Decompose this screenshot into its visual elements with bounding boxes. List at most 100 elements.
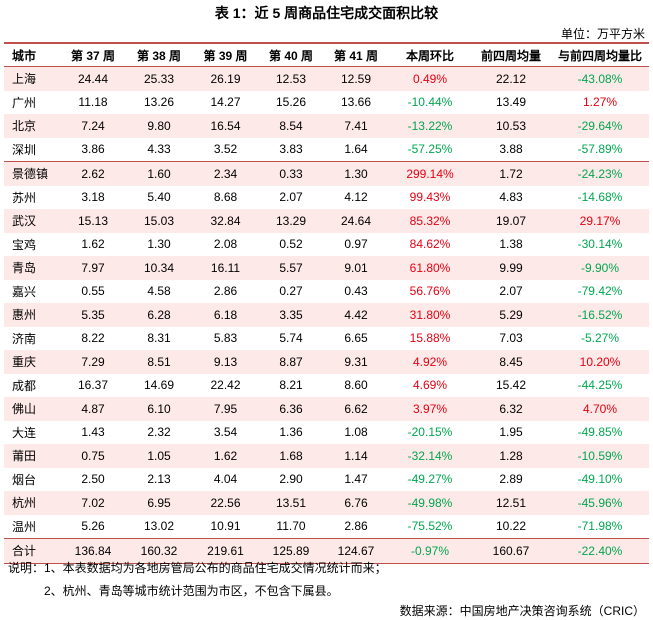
value-cell: -44.25% [577,378,623,393]
value-cell: 2.62 [60,161,126,186]
value-cell: 16.37 [77,378,109,393]
value-cell: 22.42 [210,378,241,393]
table-row: 深圳 3.86 4.33 3.52 3.83 1.64 -57.25% 3.88 -57.89% [4,137,649,162]
header-cell: 第 39 周 [192,42,259,67]
table-row: 苏州 3.18 5.40 8.68 2.07 4.12 99.43% 4.83 -14.68% [4,186,649,210]
value-cell: 12.53 [259,66,323,91]
value-cell: 6.65 [344,331,368,346]
value-cell: 8.31 [147,331,171,346]
city-cell: 武汉 [4,209,60,233]
value-cell: 7.41 [323,114,389,138]
value-cell: -49.10% [577,472,623,487]
value-cell: -71.98% [551,514,649,539]
city-cell: 佛山 [4,397,60,421]
value-cell: 10.22 [471,514,551,539]
value-cell: -30.14% [577,237,623,252]
table-row: 杭州 7.02 6.95 22.56 13.51 6.76 -49.98% 12.51 -45.… [4,491,649,515]
value-cell: 9.99 [471,256,551,280]
table-row: 合计 136.84 160.32 219.61 125.89 124.67 -0.97% 16… [4,538,649,564]
city-cell: 重庆 [4,350,60,374]
value-cell: 9.80 [126,114,192,138]
table-row: 上海 24.44 25.33 26.19 12.53 12.59 0.49% 22.12 -43… [4,66,649,91]
table-row: 武汉 15.13 15.03 32.84 13.29 24.64 85.32% 19.07 29… [4,209,649,233]
value-cell: 19.07 [471,209,551,233]
value-cell: 14.69 [143,378,175,393]
value-cell: 9.01 [323,256,389,280]
header-cell: 第 37 周 [60,42,126,67]
value-cell: 11.18 [78,95,108,110]
value-cell: 4.69% [412,378,448,393]
value-cell: 1.68 [259,444,323,468]
table-body: 上海 24.44 25.33 26.19 12.53 12.59 0.49% 22.12 -43… [4,66,649,564]
note: 2、杭州、青岛等城市统计范围为市区，不包含下属县。 [44,584,339,598]
value-cell: 29.17% [551,209,649,233]
value-cell: 2.50 [81,472,105,487]
value-cell: -0.97% [389,538,471,564]
header-cell: 第 38 周 [126,42,192,67]
value-cell: 2.13 [147,472,171,487]
table-row: 惠州 5.35 6.28 6.18 3.35 4.42 31.80% 5.29 -16.52% [4,303,649,327]
value-cell: 7.29 [60,350,126,374]
header-cell: 第 41 周 [323,42,389,67]
value-cell: 4.83 [499,190,523,205]
table-row: 宝鸡 1.62 1.30 2.08 0.52 0.97 84.62% 1.38 -30.14% [4,233,649,257]
city-cell: 济南 [12,331,37,346]
value-cell: 2.86 [323,514,389,539]
value-cell: -14.68% [577,190,623,205]
table-row: 景德镇 2.62 1.60 2.34 0.33 1.30 299.14% 1.72 -24.23… [4,161,649,186]
value-cell: -22.40% [551,538,649,564]
value-cell: 12.51 [471,491,551,515]
value-cell: 56.76% [409,284,451,299]
value-cell: 15.13 [60,209,126,233]
value-cell: 10.91 [192,514,259,539]
value-cell: 15.03 [126,209,192,233]
value-cell: 5.57 [259,256,323,280]
value-cell: 16.11 [192,256,259,280]
value-cell: 6.36 [259,397,323,421]
value-cell: 4.70% [551,397,649,421]
value-cell: 1.27% [582,95,618,110]
table-row: 北京 7.24 9.80 16.54 8.54 7.41 -13.22% 10.53 -29.6… [4,114,649,138]
value-cell: 1.47 [344,472,368,487]
value-cell: 61.80% [389,256,471,280]
value-cell: 6.76 [323,491,389,515]
value-cell: 0.75 [60,444,126,468]
value-cell: 160.67 [471,538,551,564]
value-cell: 15.42 [495,378,527,393]
value-cell: -57.89% [551,137,649,162]
value-cell: 2.32 [147,425,171,440]
data-table: 城市第 37 周第 38 周第 39 周第 40 周第 41 周本周环比 前四周均… [4,42,649,564]
value-cell: 32.84 [192,209,259,233]
value-cell: 0.49% [389,66,471,91]
table-row: 重庆 7.29 8.51 9.13 8.87 9.31 4.92% 8.45 10.20% [4,350,649,374]
value-cell: 3.18 [81,190,105,205]
value-cell: -9.90% [551,256,649,280]
value-cell: -20.15% [407,425,453,440]
value-cell: 0.43 [344,284,368,299]
value-cell: 0.27 [279,284,303,299]
value-cell: 124.67 [323,538,389,564]
header-cell: 与前四周均量比 [551,42,649,67]
value-cell: 1.30 [323,161,389,186]
city-cell: 嘉兴 [12,284,37,299]
value-cell: 10.20% [551,350,649,374]
value-cell: -10.59% [551,444,649,468]
value-cell: 22.56 [192,491,259,515]
value-cell: -10.44% [407,95,453,110]
value-cell: 0.52 [279,237,303,252]
table-row: 济南 8.22 8.31 5.83 5.74 6.65 15.88% 7.03 -5.27% [4,327,649,351]
value-cell: 9.13 [192,350,259,374]
source: 数据来源：中国房地产决策咨询系统（CRIC） [399,604,645,618]
value-cell: 5.35 [60,303,126,327]
value-cell: 8.60 [344,378,368,393]
value-cell: 1.64 [323,137,389,162]
city-cell: 深圳 [4,137,60,162]
value-cell: 8.68 [213,190,238,205]
table-title: 表 1：近 5 周商品住宅成交面积比较 [214,5,439,21]
value-cell: 13.51 [259,491,323,515]
value-cell: 4.87 [60,397,126,421]
value-cell: -57.25% [389,137,471,162]
table-row: 烟台 2.50 2.13 4.04 2.90 1.47 -49.27% 2.89 -49.10% [4,468,649,492]
value-cell: 1.36 [279,425,303,440]
value-cell: -75.52% [389,514,471,539]
